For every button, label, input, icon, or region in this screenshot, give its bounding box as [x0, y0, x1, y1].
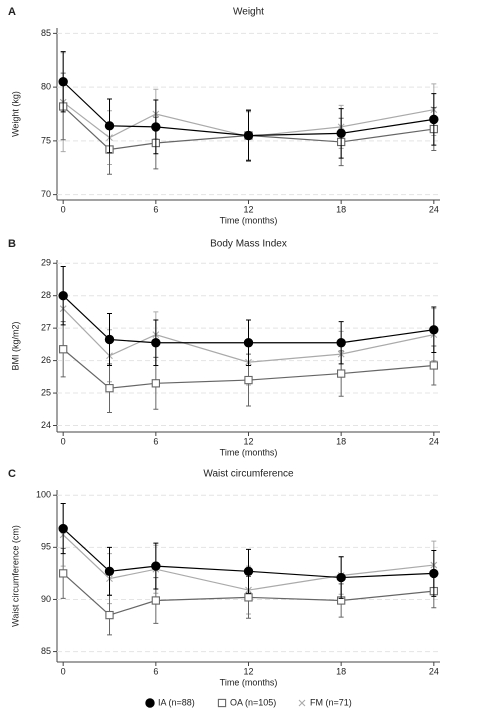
legend-label: IA (n=88): [158, 697, 195, 707]
x-tick-label: 0: [61, 204, 66, 214]
x-tick-label: 24: [429, 204, 439, 214]
marker: [336, 572, 346, 583]
marker: [151, 338, 161, 348]
x-tick-label: 24: [429, 666, 439, 676]
marker: [104, 334, 115, 345]
x-tick-label: 12: [243, 666, 253, 676]
series-line: [62, 101, 434, 139]
marker: [105, 610, 114, 620]
marker: [336, 338, 346, 348]
marker: [336, 128, 346, 139]
marker: [244, 375, 253, 385]
series-line: [62, 528, 434, 579]
marker: [59, 569, 68, 578]
y-axis-label: Waist circumference (cm): [10, 525, 20, 627]
legend-label: OA (n=105): [230, 697, 276, 707]
series-line: [62, 348, 434, 389]
marker: [104, 566, 115, 577]
y-tick-label: 28: [41, 290, 51, 300]
marker: [151, 122, 161, 132]
marker: [58, 290, 68, 301]
x-tick-label: 18: [336, 436, 346, 446]
y-tick-label: 95: [41, 542, 51, 552]
marker: [243, 130, 254, 141]
marker: [151, 561, 161, 571]
chart-title: Waist circumference: [203, 469, 294, 480]
series-line: [62, 295, 434, 344]
y-tick-label: 26: [41, 355, 51, 365]
panel-label: A: [8, 6, 16, 18]
y-tick-label: 27: [41, 323, 51, 333]
y-tick-label: 85: [41, 28, 51, 38]
x-tick-label: 18: [336, 666, 346, 676]
x-tick-label: 12: [243, 436, 253, 446]
marker: [429, 114, 439, 125]
legend-label: FM (n=71): [310, 697, 352, 707]
x-axis-label: Time (months): [220, 447, 278, 457]
series-line: [62, 81, 434, 137]
series-line: [62, 534, 434, 591]
x-axis-label: Time (months): [220, 677, 278, 687]
x-tick-label: 6: [153, 436, 158, 446]
series-line: [62, 106, 434, 151]
y-axis-label: BMI (kg/m2): [10, 321, 20, 370]
x-axis-label: Time (months): [220, 215, 278, 225]
marker: [244, 593, 253, 602]
marker: [337, 369, 346, 378]
marker: [429, 361, 438, 370]
panel-label: C: [8, 468, 16, 480]
chart-title: Body Mass Index: [210, 239, 287, 250]
y-tick-label: 100: [36, 490, 51, 500]
marker: [105, 384, 114, 393]
chart-title: Weight: [233, 7, 264, 18]
marker: [58, 523, 68, 534]
marker: [243, 566, 254, 577]
marker: [104, 121, 115, 131]
x-tick-label: 6: [153, 666, 158, 676]
y-tick-label: 75: [41, 135, 51, 145]
y-tick-label: 90: [41, 594, 51, 604]
y-tick-label: 24: [41, 420, 51, 430]
legend-marker: [298, 699, 306, 707]
y-tick-label: 80: [41, 82, 51, 92]
marker: [151, 596, 160, 605]
legend-marker: [217, 698, 227, 708]
marker: [429, 568, 439, 579]
x-tick-label: 18: [336, 204, 346, 214]
panel-label: B: [8, 238, 16, 250]
y-tick-label: 29: [41, 258, 51, 268]
y-axis-label: Weight (kg): [10, 91, 20, 137]
y-tick-label: 85: [41, 646, 51, 656]
x-tick-label: 6: [153, 204, 158, 214]
x-tick-label: 24: [429, 436, 439, 446]
x-tick-label: 12: [243, 204, 253, 214]
y-tick-label: 25: [41, 387, 51, 397]
marker: [243, 338, 254, 348]
marker: [151, 379, 160, 388]
legend-marker: [145, 698, 155, 708]
series-line: [62, 308, 434, 363]
series-line: [62, 572, 434, 616]
marker: [58, 77, 68, 87]
y-tick-label: 70: [41, 189, 51, 199]
marker: [59, 345, 68, 354]
x-tick-label: 0: [61, 436, 66, 446]
x-tick-label: 0: [61, 666, 66, 676]
marker: [429, 325, 439, 335]
